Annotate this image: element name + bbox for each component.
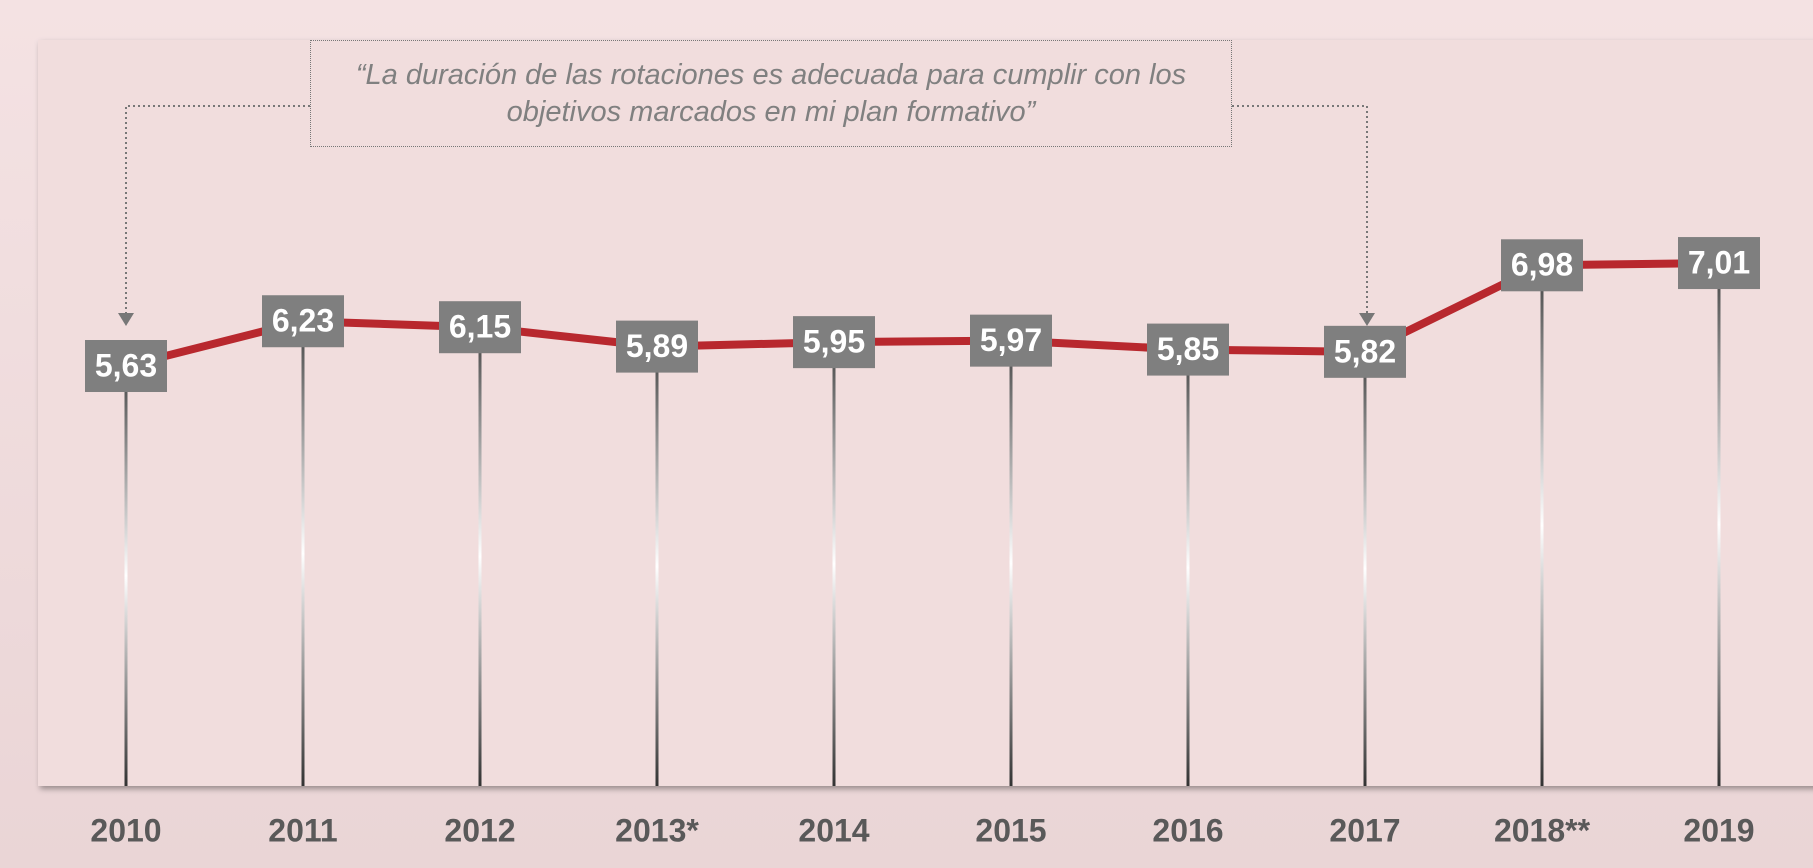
x-tick-label: 2012 (444, 812, 515, 848)
label-box (616, 320, 698, 373)
x-tick-label: 2014 (798, 812, 869, 848)
label-box (1147, 323, 1229, 376)
x-tick-label: 2013* (615, 812, 699, 848)
annotation: “La duración de las rotaciones es adecua… (310, 40, 1232, 147)
label-box (970, 314, 1052, 367)
drop-line (655, 346, 659, 786)
drop-line (1717, 263, 1721, 787)
x-tick-label: 2016 (1152, 812, 1223, 848)
data-label: 7,01 (1688, 245, 1750, 281)
x-tick-label: 2019 (1683, 812, 1754, 848)
drop-line (1186, 349, 1190, 786)
label-box (793, 316, 875, 369)
x-tick-label: 2010 (90, 812, 161, 848)
x-tick-label: 2018** (1494, 812, 1591, 848)
line (125, 259, 1720, 370)
drop-line (832, 342, 836, 786)
data-label: 5,97 (980, 322, 1042, 358)
data-label: 6,23 (272, 303, 334, 339)
drop-line (301, 321, 305, 786)
plot-area (38, 40, 1813, 786)
drop-line (124, 366, 128, 786)
data-label: 6,98 (1511, 247, 1573, 283)
label-box (262, 295, 344, 348)
label-box (1324, 325, 1406, 378)
drop-line (1540, 265, 1544, 786)
label-box (1501, 239, 1583, 292)
data-label: 5,63 (95, 347, 157, 383)
x-tick-label: 2017 (1329, 812, 1400, 848)
data-label: 5,89 (626, 328, 688, 364)
label-box (1678, 237, 1760, 290)
arrow-head (1359, 313, 1375, 326)
arrow-head (118, 313, 134, 326)
label-box (85, 340, 167, 393)
x-tick-label: 2015 (975, 812, 1046, 848)
connectors (125, 105, 1368, 315)
drop-line (1009, 340, 1013, 786)
label-box (439, 301, 521, 354)
drop-line (1363, 351, 1367, 786)
data-label: 5,82 (1334, 333, 1396, 369)
data-label: 5,85 (1157, 331, 1219, 367)
data-label: 6,15 (449, 309, 511, 345)
drop-line (478, 327, 482, 786)
data-label: 5,95 (803, 324, 865, 360)
x-tick-label: 2011 (268, 812, 337, 848)
